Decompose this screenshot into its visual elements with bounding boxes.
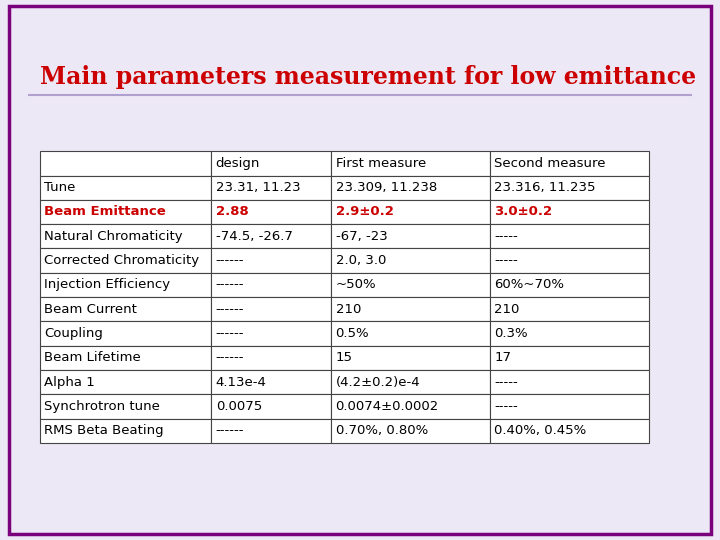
- Bar: [212, 200, 331, 224]
- Bar: [40, 321, 212, 346]
- Bar: [331, 297, 490, 321]
- Text: Injection Efficiency: Injection Efficiency: [44, 278, 170, 292]
- Text: 4.13e-4: 4.13e-4: [216, 375, 266, 389]
- Bar: [40, 273, 212, 297]
- Text: Second measure: Second measure: [494, 157, 606, 170]
- Text: ------: ------: [216, 424, 244, 437]
- Bar: [212, 151, 331, 176]
- Text: 0.40%, 0.45%: 0.40%, 0.45%: [494, 424, 587, 437]
- Bar: [212, 176, 331, 200]
- Text: Tune: Tune: [44, 181, 76, 194]
- Bar: [212, 321, 331, 346]
- Bar: [331, 224, 490, 248]
- Text: 3.0±0.2: 3.0±0.2: [494, 205, 552, 219]
- Bar: [331, 394, 490, 418]
- Text: Beam Emittance: Beam Emittance: [44, 205, 166, 219]
- Bar: [331, 346, 490, 370]
- Text: 0.0075: 0.0075: [216, 400, 262, 413]
- Bar: [212, 418, 331, 443]
- Text: 0.70%, 0.80%: 0.70%, 0.80%: [336, 424, 428, 437]
- Text: 23.31, 11.23: 23.31, 11.23: [216, 181, 300, 194]
- Text: -74.5, -26.7: -74.5, -26.7: [216, 230, 292, 243]
- Bar: [40, 151, 212, 176]
- Bar: [212, 346, 331, 370]
- Text: -----: -----: [494, 375, 518, 389]
- Text: Alpha 1: Alpha 1: [44, 375, 94, 389]
- Bar: [40, 248, 212, 273]
- Text: Synchrotron tune: Synchrotron tune: [44, 400, 160, 413]
- Text: ------: ------: [216, 302, 244, 316]
- Text: ------: ------: [216, 327, 244, 340]
- Text: Main parameters measurement for low emittance: Main parameters measurement for low emit…: [40, 65, 696, 89]
- Bar: [490, 346, 649, 370]
- Text: 2.9±0.2: 2.9±0.2: [336, 205, 393, 219]
- Text: Beam Current: Beam Current: [44, 302, 137, 316]
- Text: 15: 15: [336, 351, 353, 364]
- Text: Beam Lifetime: Beam Lifetime: [44, 351, 140, 364]
- Bar: [490, 151, 649, 176]
- Bar: [331, 273, 490, 297]
- Bar: [331, 176, 490, 200]
- Text: ~50%: ~50%: [336, 278, 376, 292]
- Text: 17: 17: [494, 351, 511, 364]
- Text: -67, -23: -67, -23: [336, 230, 387, 243]
- Text: 23.309, 11.238: 23.309, 11.238: [336, 181, 437, 194]
- Bar: [331, 321, 490, 346]
- Bar: [490, 297, 649, 321]
- Bar: [40, 346, 212, 370]
- Bar: [331, 151, 490, 176]
- Text: 0.3%: 0.3%: [494, 327, 528, 340]
- Text: Natural Chromaticity: Natural Chromaticity: [44, 230, 183, 243]
- Text: 210: 210: [494, 302, 520, 316]
- Text: Coupling: Coupling: [44, 327, 103, 340]
- Text: 2.88: 2.88: [216, 205, 248, 219]
- Text: 0.5%: 0.5%: [336, 327, 369, 340]
- Bar: [40, 297, 212, 321]
- Bar: [212, 248, 331, 273]
- Text: (4.2±0.2)e-4: (4.2±0.2)e-4: [336, 375, 420, 389]
- Bar: [40, 176, 212, 200]
- Bar: [490, 370, 649, 394]
- Text: RMS Beta Beating: RMS Beta Beating: [44, 424, 163, 437]
- Bar: [331, 248, 490, 273]
- Text: -----: -----: [494, 254, 518, 267]
- Bar: [40, 394, 212, 418]
- Bar: [212, 297, 331, 321]
- Bar: [490, 394, 649, 418]
- Bar: [490, 224, 649, 248]
- Bar: [212, 370, 331, 394]
- Text: 2.0, 3.0: 2.0, 3.0: [336, 254, 386, 267]
- Bar: [331, 418, 490, 443]
- Text: 60%~70%: 60%~70%: [494, 278, 564, 292]
- Bar: [40, 418, 212, 443]
- Bar: [331, 200, 490, 224]
- Bar: [40, 224, 212, 248]
- Bar: [40, 200, 212, 224]
- Bar: [490, 248, 649, 273]
- Bar: [490, 200, 649, 224]
- Bar: [40, 370, 212, 394]
- Text: -----: -----: [494, 230, 518, 243]
- Text: -----: -----: [494, 400, 518, 413]
- Bar: [212, 273, 331, 297]
- Bar: [490, 273, 649, 297]
- Bar: [212, 224, 331, 248]
- Bar: [490, 176, 649, 200]
- Bar: [212, 394, 331, 418]
- Text: 23.316, 11.235: 23.316, 11.235: [494, 181, 595, 194]
- Text: Corrected Chromaticity: Corrected Chromaticity: [44, 254, 199, 267]
- Bar: [331, 370, 490, 394]
- Text: ------: ------: [216, 351, 244, 364]
- Text: ------: ------: [216, 278, 244, 292]
- Text: ------: ------: [216, 254, 244, 267]
- Bar: [490, 321, 649, 346]
- Text: 0.0074±0.0002: 0.0074±0.0002: [336, 400, 438, 413]
- Text: 210: 210: [336, 302, 361, 316]
- Bar: [490, 418, 649, 443]
- Text: First measure: First measure: [336, 157, 426, 170]
- Text: design: design: [216, 157, 260, 170]
